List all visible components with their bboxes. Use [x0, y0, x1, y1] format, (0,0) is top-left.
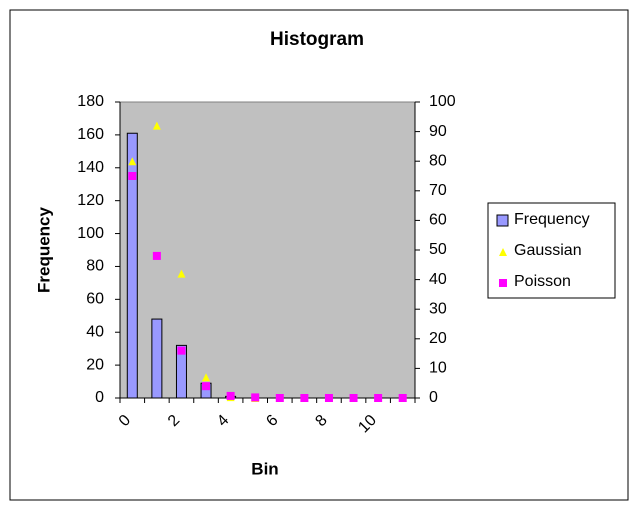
point — [226, 391, 235, 400]
y2-tick-label: 80 — [429, 152, 447, 169]
y-axis-label: Frequency — [34, 206, 53, 293]
y2-tick-label: 20 — [429, 330, 447, 347]
point — [128, 172, 137, 180]
y2-tick-label: 40 — [429, 271, 447, 288]
y2-tick-label: 100 — [429, 93, 456, 110]
point — [324, 394, 333, 402]
point — [202, 382, 211, 391]
point — [177, 346, 186, 355]
y-tick-label: 140 — [77, 159, 104, 176]
point — [300, 394, 309, 402]
point — [398, 394, 407, 402]
point — [251, 393, 260, 402]
y2-tick-label: 60 — [429, 212, 447, 229]
y-tick-label: 60 — [86, 291, 104, 308]
bar — [151, 318, 163, 399]
y2-tick-label: 90 — [429, 123, 447, 140]
y2-tick-label: 30 — [429, 300, 447, 317]
y2-tick-label: 70 — [429, 182, 447, 199]
legend-swatch — [496, 214, 509, 227]
point — [152, 121, 161, 130]
plot-area — [119, 101, 416, 399]
point — [177, 269, 186, 278]
legend-label: Poisson — [514, 273, 571, 290]
point — [349, 394, 358, 402]
bar — [175, 344, 187, 399]
point — [202, 373, 211, 382]
y-tick-label: 0 — [95, 389, 104, 406]
point — [152, 251, 161, 260]
y-tick-label: 20 — [86, 356, 104, 373]
y-tick-label: 100 — [77, 225, 104, 242]
point — [128, 157, 137, 166]
y-tick-label: 80 — [86, 258, 104, 275]
legend-box — [487, 202, 616, 299]
y-tick-label: 160 — [77, 126, 104, 143]
legend-label: Gaussian — [514, 242, 582, 259]
chart-title: Histogram — [270, 29, 364, 50]
point — [275, 394, 284, 402]
y2-tick-label: 0 — [429, 389, 438, 406]
y-tick-label: 120 — [77, 192, 104, 209]
bar — [126, 132, 138, 399]
y2-tick-label: 50 — [429, 241, 447, 258]
y2-tick-label: 10 — [429, 360, 447, 377]
y-tick-label: 180 — [77, 93, 104, 110]
legend-marker — [499, 248, 507, 256]
legend-marker — [499, 279, 507, 287]
point — [374, 394, 383, 402]
x-axis-label: Bin — [251, 459, 278, 478]
legend-label: Frequency — [514, 211, 590, 228]
y-tick-label: 40 — [86, 323, 104, 340]
